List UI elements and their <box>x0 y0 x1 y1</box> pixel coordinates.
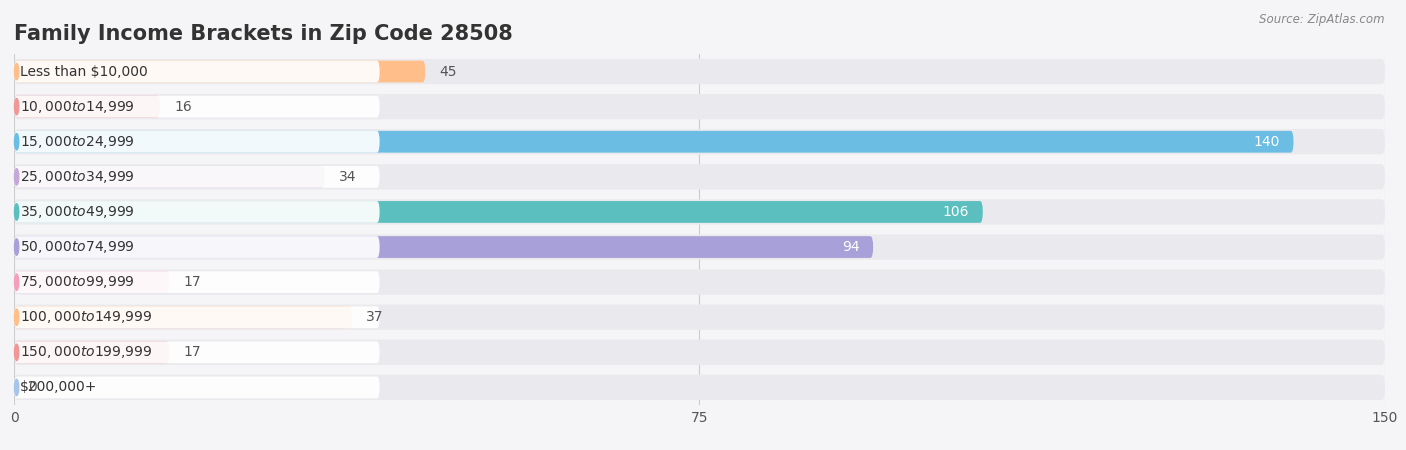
Circle shape <box>14 239 18 255</box>
FancyBboxPatch shape <box>14 61 380 82</box>
Text: 106: 106 <box>942 205 969 219</box>
FancyBboxPatch shape <box>14 131 380 153</box>
Text: 0: 0 <box>28 380 37 395</box>
FancyBboxPatch shape <box>14 166 325 188</box>
Text: 34: 34 <box>339 170 356 184</box>
Circle shape <box>14 63 18 80</box>
Text: $200,000+: $200,000+ <box>20 380 97 395</box>
Circle shape <box>14 169 18 185</box>
FancyBboxPatch shape <box>14 271 170 293</box>
Circle shape <box>14 99 18 115</box>
Text: $100,000 to $149,999: $100,000 to $149,999 <box>20 309 153 325</box>
Circle shape <box>14 379 18 396</box>
FancyBboxPatch shape <box>14 234 1385 260</box>
FancyBboxPatch shape <box>14 340 1385 365</box>
FancyBboxPatch shape <box>14 306 353 328</box>
Circle shape <box>14 204 18 220</box>
FancyBboxPatch shape <box>14 270 1385 295</box>
Text: 94: 94 <box>842 240 859 254</box>
Text: $75,000 to $99,999: $75,000 to $99,999 <box>20 274 135 290</box>
FancyBboxPatch shape <box>14 375 1385 400</box>
FancyBboxPatch shape <box>14 201 983 223</box>
Text: Source: ZipAtlas.com: Source: ZipAtlas.com <box>1260 14 1385 27</box>
FancyBboxPatch shape <box>14 201 380 223</box>
FancyBboxPatch shape <box>14 342 380 363</box>
FancyBboxPatch shape <box>14 342 170 363</box>
FancyBboxPatch shape <box>14 131 1294 153</box>
Text: $15,000 to $24,999: $15,000 to $24,999 <box>20 134 135 150</box>
FancyBboxPatch shape <box>14 236 380 258</box>
Text: $25,000 to $34,999: $25,000 to $34,999 <box>20 169 135 185</box>
FancyBboxPatch shape <box>14 96 160 117</box>
Text: $150,000 to $199,999: $150,000 to $199,999 <box>20 344 153 360</box>
FancyBboxPatch shape <box>14 305 1385 330</box>
FancyBboxPatch shape <box>14 271 380 293</box>
Text: 140: 140 <box>1253 135 1279 149</box>
Text: 45: 45 <box>439 64 457 79</box>
FancyBboxPatch shape <box>14 61 426 82</box>
Text: 16: 16 <box>174 99 191 114</box>
FancyBboxPatch shape <box>14 164 1385 189</box>
Circle shape <box>14 309 18 325</box>
FancyBboxPatch shape <box>14 59 1385 84</box>
Text: $10,000 to $14,999: $10,000 to $14,999 <box>20 99 135 115</box>
Circle shape <box>14 134 18 150</box>
Circle shape <box>14 274 18 290</box>
Text: 37: 37 <box>366 310 384 324</box>
FancyBboxPatch shape <box>14 94 1385 119</box>
Text: Family Income Brackets in Zip Code 28508: Family Income Brackets in Zip Code 28508 <box>14 24 513 44</box>
FancyBboxPatch shape <box>14 199 1385 225</box>
Text: 17: 17 <box>183 275 201 289</box>
FancyBboxPatch shape <box>14 166 380 188</box>
Text: $35,000 to $49,999: $35,000 to $49,999 <box>20 204 135 220</box>
Circle shape <box>14 344 18 360</box>
FancyBboxPatch shape <box>14 96 380 117</box>
FancyBboxPatch shape <box>14 236 873 258</box>
Text: 17: 17 <box>183 345 201 360</box>
FancyBboxPatch shape <box>14 377 380 398</box>
Text: $50,000 to $74,999: $50,000 to $74,999 <box>20 239 135 255</box>
Text: Less than $10,000: Less than $10,000 <box>20 64 148 79</box>
FancyBboxPatch shape <box>14 129 1385 154</box>
FancyBboxPatch shape <box>14 306 380 328</box>
